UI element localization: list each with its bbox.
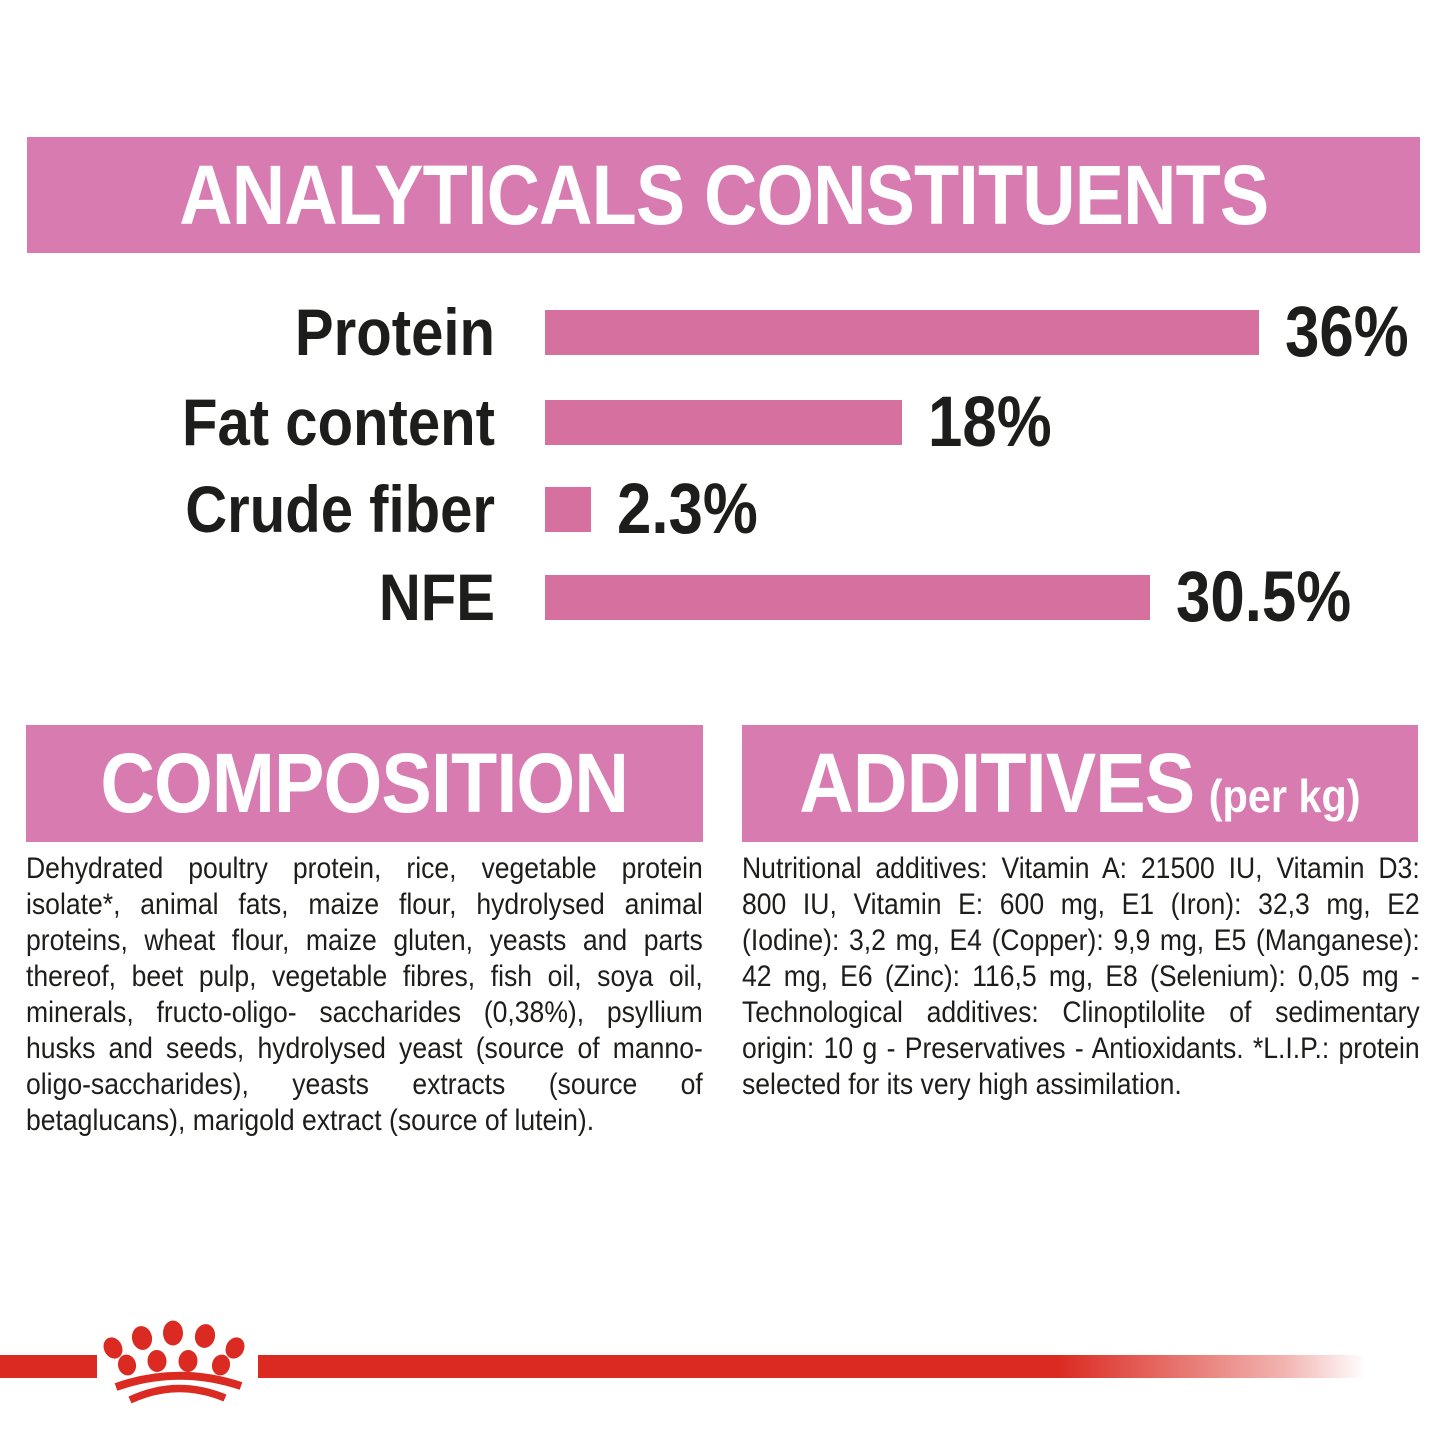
chart-value-label: 18% xyxy=(928,383,1052,462)
chart-row: NFE 30.5% xyxy=(0,558,1445,637)
crown-arcs xyxy=(114,1371,243,1404)
composition-text: Dehydrated poultry protein, rice, vegeta… xyxy=(26,852,703,1137)
chart-category-label: Protein xyxy=(294,295,495,369)
chart-row: Crude fiber 2.3% xyxy=(0,470,1445,549)
additives-heading-wrap: ADDITIVES (per kg) xyxy=(799,735,1360,832)
chart-bar xyxy=(545,487,591,532)
chart-row: Protein 36% xyxy=(0,293,1445,372)
analyticals-title: ANALYTICALS CONSTITUENTS xyxy=(178,147,1269,242)
chart-category-label: Crude fiber xyxy=(185,472,496,546)
additives-header-bar: ADDITIVES (per kg) xyxy=(742,725,1418,842)
royal-canin-crown-logo xyxy=(103,1320,245,1404)
chart-bar xyxy=(545,400,902,445)
additives-heading-suffix: (per kg) xyxy=(1208,770,1361,822)
chart-row: Fat content 18% xyxy=(0,383,1445,462)
chart-category-label: NFE xyxy=(378,560,495,634)
composition-heading-wrap: COMPOSITION xyxy=(100,735,630,832)
composition-heading: COMPOSITION xyxy=(100,736,630,830)
chart-bar xyxy=(545,310,1259,355)
chart-value-label: 2.3% xyxy=(617,470,758,549)
composition-header-bar: COMPOSITION xyxy=(26,725,703,842)
brand-ribbon-left xyxy=(0,1355,97,1378)
chart-value-label: 36% xyxy=(1285,293,1409,372)
analyticals-header-bar: ANALYTICALS CONSTITUENTS xyxy=(27,137,1420,253)
analytical-chart: Protein 36% Fat content 18% Crude fiber 2.3% N… xyxy=(0,293,1445,637)
crown-dots xyxy=(103,1320,245,1376)
brand-ribbon-right xyxy=(258,1355,1400,1378)
chart-value-label: 30.5% xyxy=(1176,558,1352,637)
additives-text: Nutritional additives: Vitamin A: 21500 … xyxy=(742,852,1420,1101)
additives-heading: ADDITIVES xyxy=(799,736,1195,830)
chart-bar xyxy=(545,575,1150,620)
chart-category-label: Fat content xyxy=(182,385,495,459)
